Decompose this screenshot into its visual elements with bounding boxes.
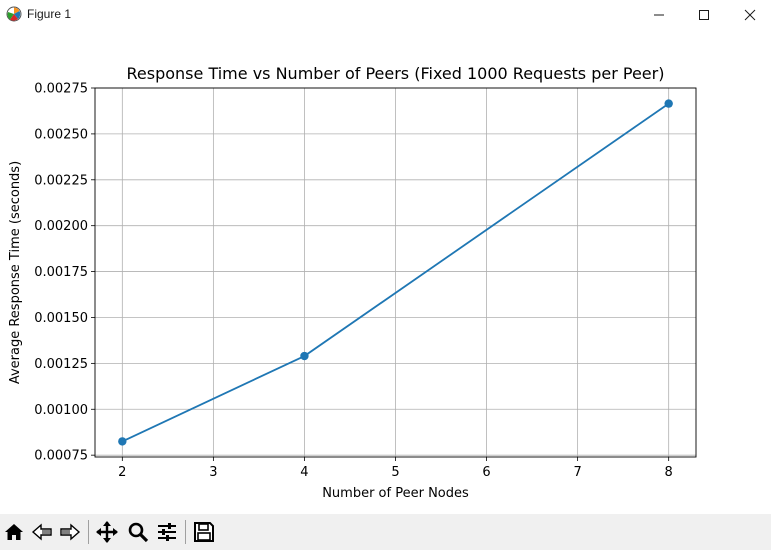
x-tick-label: 2 — [118, 465, 126, 480]
zoom-icon — [128, 522, 149, 543]
x-tick-label: 7 — [573, 465, 581, 480]
chart-title: Response Time vs Number of Peers (Fixed … — [127, 64, 665, 83]
x-axis-ticks: 2 3 4 5 6 7 8 — [118, 457, 673, 480]
back-button[interactable] — [28, 518, 56, 546]
y-tick-label: 0.00125 — [34, 357, 88, 372]
title-bar: Figure 1 — [0, 0, 771, 30]
toolbar-separator — [185, 520, 186, 544]
toolbar-separator — [88, 520, 89, 544]
pan-button[interactable] — [93, 518, 121, 546]
line-chart[interactable]: 0.00075 0.00100 0.00125 0.00150 0.00175 0.002… — [0, 30, 771, 514]
pan-icon — [96, 521, 118, 543]
zoom-button[interactable] — [124, 518, 152, 546]
y-tick-label: 0.00225 — [34, 173, 88, 188]
save-button[interactable] — [190, 518, 218, 546]
x-tick-label: 8 — [665, 465, 673, 480]
series-line — [118, 99, 673, 446]
home-button[interactable] — [0, 518, 28, 546]
y-tick-label: 0.00250 — [34, 127, 88, 142]
close-icon — [744, 9, 756, 21]
x-tick-label: 6 — [482, 465, 490, 480]
forward-arrow-icon — [60, 523, 81, 541]
minimize-button[interactable] — [636, 0, 682, 30]
plot-area: 0.00075 0.00100 0.00125 0.00150 0.00175 0.002… — [0, 30, 771, 514]
maximize-button[interactable] — [681, 0, 727, 30]
back-arrow-icon — [31, 523, 52, 541]
maximize-icon — [699, 10, 709, 20]
grid — [95, 87, 696, 457]
home-icon — [5, 524, 23, 540]
matplotlib-logo-icon — [6, 6, 22, 22]
y-tick-label: 0.00175 — [34, 265, 88, 280]
configure-subplots-icon — [158, 523, 176, 541]
window-title: Figure 1 — [27, 7, 72, 21]
data-point-marker — [300, 351, 309, 361]
x-tick-label: 4 — [300, 465, 308, 480]
y-tick-label: 0.00100 — [34, 403, 88, 418]
forward-button[interactable] — [56, 518, 84, 546]
y-axis-ticks: 0.00075 0.00100 0.00125 0.00150 0.00175 0.002… — [34, 82, 95, 464]
x-axis-label: Number of Peer Nodes — [322, 486, 469, 501]
axes-frame — [94, 87, 697, 458]
minimize-icon — [654, 14, 664, 16]
data-point-marker — [118, 437, 127, 446]
navigation-toolbar — [0, 514, 771, 550]
save-icon — [194, 522, 214, 542]
data-point-marker — [664, 99, 673, 108]
configure-subplots-button[interactable] — [153, 518, 181, 546]
y-tick-label: 0.00150 — [34, 311, 88, 326]
close-button[interactable] — [727, 0, 771, 30]
x-tick-label: 3 — [209, 465, 217, 480]
y-tick-label: 0.00200 — [34, 219, 88, 234]
y-axis-label: Average Response Time (seconds) — [8, 161, 23, 384]
y-tick-label: 0.00275 — [34, 82, 88, 97]
y-tick-label: 0.00075 — [34, 449, 88, 464]
x-tick-label: 5 — [391, 465, 399, 480]
